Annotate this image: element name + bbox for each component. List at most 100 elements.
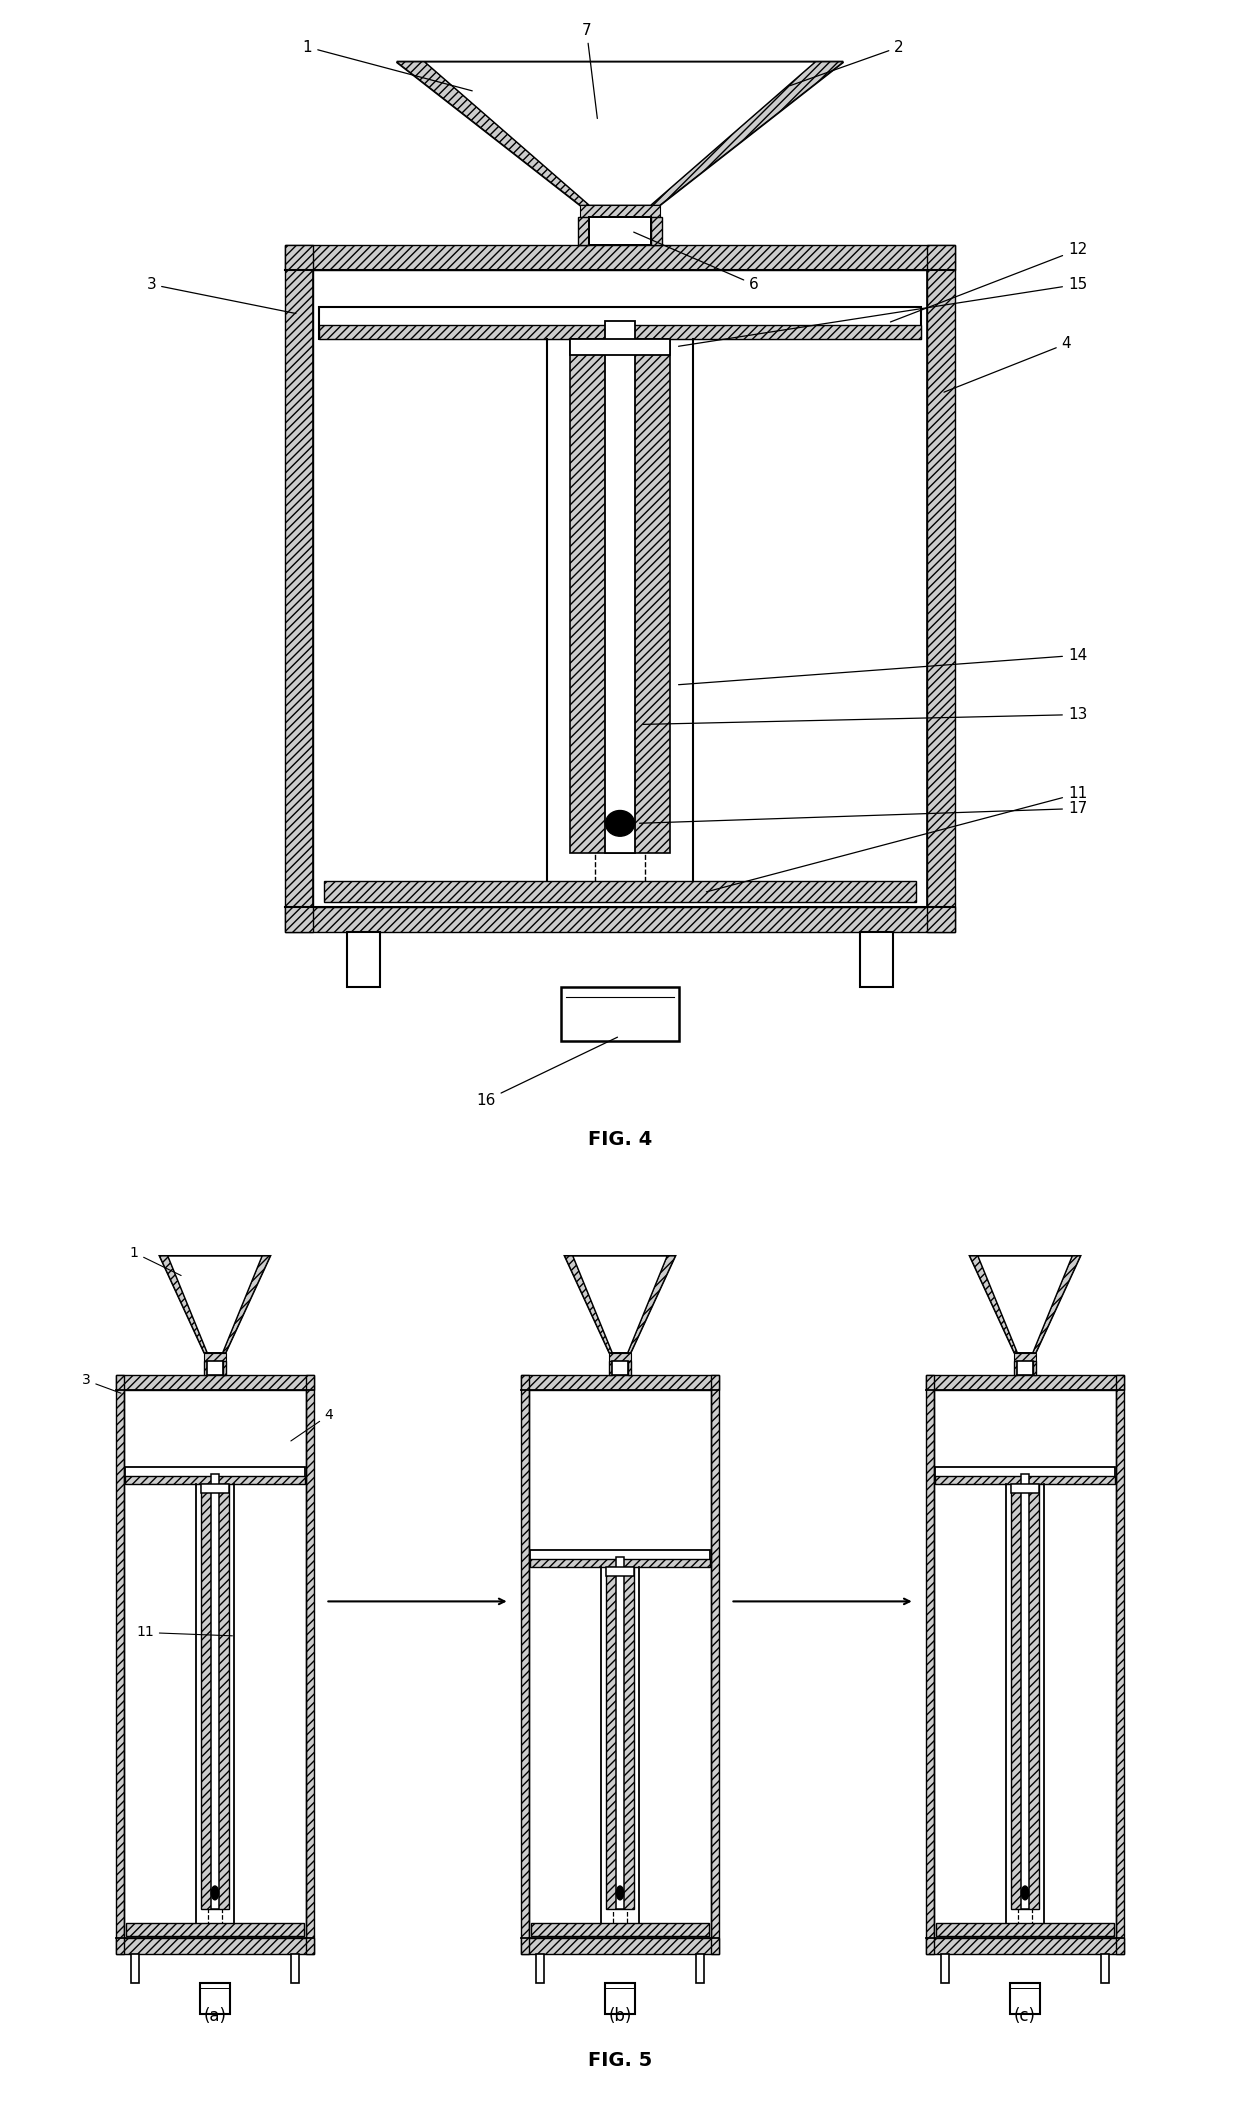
- Bar: [606, 1567, 634, 1575]
- Bar: [1116, 1375, 1125, 1954]
- Bar: [285, 244, 312, 933]
- Bar: [521, 1938, 719, 1954]
- Bar: [925, 1375, 934, 1954]
- Bar: [1033, 1360, 1037, 1375]
- Polygon shape: [1033, 1255, 1080, 1352]
- Text: 17: 17: [640, 800, 1087, 823]
- Bar: [925, 1375, 1125, 1390]
- Bar: [531, 1558, 709, 1567]
- Text: 7: 7: [582, 23, 598, 118]
- Bar: [1101, 1954, 1109, 1982]
- Circle shape: [1022, 1887, 1029, 1900]
- Bar: [521, 1375, 528, 1954]
- Text: 16: 16: [476, 1036, 618, 1108]
- Bar: [627, 1360, 631, 1375]
- Text: 1: 1: [303, 40, 472, 91]
- Bar: [941, 1954, 949, 1982]
- Bar: [115, 1938, 315, 1954]
- Text: 2: 2: [790, 40, 904, 86]
- Bar: [285, 908, 955, 933]
- Bar: [203, 1360, 207, 1375]
- Text: 1: 1: [129, 1245, 181, 1276]
- Bar: [285, 244, 955, 270]
- Text: 3: 3: [146, 276, 296, 314]
- Bar: [291, 1954, 299, 1982]
- Polygon shape: [223, 1255, 270, 1352]
- Bar: [562, 986, 678, 1040]
- Polygon shape: [609, 1352, 631, 1360]
- Polygon shape: [573, 1255, 667, 1352]
- Bar: [521, 1375, 719, 1390]
- Circle shape: [605, 811, 635, 836]
- Polygon shape: [564, 1255, 613, 1352]
- Bar: [712, 1375, 719, 1954]
- Bar: [1013, 1360, 1017, 1375]
- Bar: [325, 880, 916, 903]
- Bar: [115, 1375, 124, 1954]
- Text: 12: 12: [890, 242, 1087, 322]
- Text: 14: 14: [678, 649, 1087, 684]
- Text: FIG. 5: FIG. 5: [588, 2051, 652, 2070]
- Text: 15: 15: [678, 276, 1087, 345]
- Text: (b): (b): [609, 2007, 631, 2024]
- Bar: [569, 339, 670, 354]
- Bar: [201, 1485, 228, 1493]
- Bar: [319, 307, 921, 339]
- Bar: [935, 1476, 1115, 1485]
- Polygon shape: [160, 1255, 207, 1352]
- Polygon shape: [424, 61, 816, 204]
- Polygon shape: [397, 61, 589, 204]
- Text: 11: 11: [707, 786, 1087, 891]
- Bar: [131, 1954, 139, 1982]
- Bar: [211, 1474, 218, 1910]
- Bar: [578, 217, 589, 244]
- Text: 6: 6: [634, 232, 759, 293]
- Bar: [125, 1923, 304, 1935]
- Bar: [531, 1550, 709, 1567]
- Bar: [613, 1360, 627, 1375]
- Bar: [935, 1466, 1115, 1485]
- Bar: [928, 244, 955, 933]
- Bar: [616, 1556, 624, 1910]
- Polygon shape: [627, 1255, 676, 1352]
- Bar: [696, 1954, 704, 1982]
- Bar: [609, 1360, 613, 1375]
- Bar: [861, 933, 893, 986]
- Bar: [223, 1360, 227, 1375]
- Bar: [125, 1466, 305, 1485]
- Polygon shape: [1014, 1352, 1035, 1360]
- Circle shape: [211, 1887, 218, 1900]
- Polygon shape: [580, 204, 660, 217]
- Polygon shape: [167, 1255, 262, 1352]
- Bar: [1009, 1982, 1040, 2013]
- Polygon shape: [978, 1255, 1073, 1352]
- Bar: [306, 1375, 315, 1954]
- Bar: [531, 1923, 709, 1935]
- Text: 3: 3: [82, 1373, 122, 1394]
- Bar: [925, 1938, 1125, 1954]
- Bar: [569, 339, 670, 853]
- Bar: [1022, 1474, 1029, 1910]
- Bar: [589, 217, 651, 244]
- Text: (a): (a): [203, 2007, 227, 2024]
- Polygon shape: [651, 61, 843, 204]
- Bar: [1012, 1485, 1039, 1910]
- Bar: [536, 1954, 544, 1982]
- Text: (c): (c): [1014, 2007, 1037, 2024]
- Polygon shape: [970, 1255, 1017, 1352]
- Bar: [200, 1982, 231, 2013]
- Bar: [207, 1360, 223, 1375]
- Text: FIG. 4: FIG. 4: [588, 1131, 652, 1150]
- Text: 4: 4: [291, 1409, 334, 1441]
- Polygon shape: [205, 1352, 226, 1360]
- Bar: [115, 1375, 315, 1390]
- Bar: [1017, 1360, 1033, 1375]
- Circle shape: [616, 1887, 624, 1900]
- Bar: [605, 1982, 635, 2013]
- Bar: [651, 217, 662, 244]
- Bar: [125, 1476, 305, 1485]
- Bar: [319, 324, 921, 339]
- Text: 13: 13: [642, 708, 1087, 724]
- Bar: [606, 1567, 634, 1910]
- Text: 4: 4: [944, 337, 1071, 392]
